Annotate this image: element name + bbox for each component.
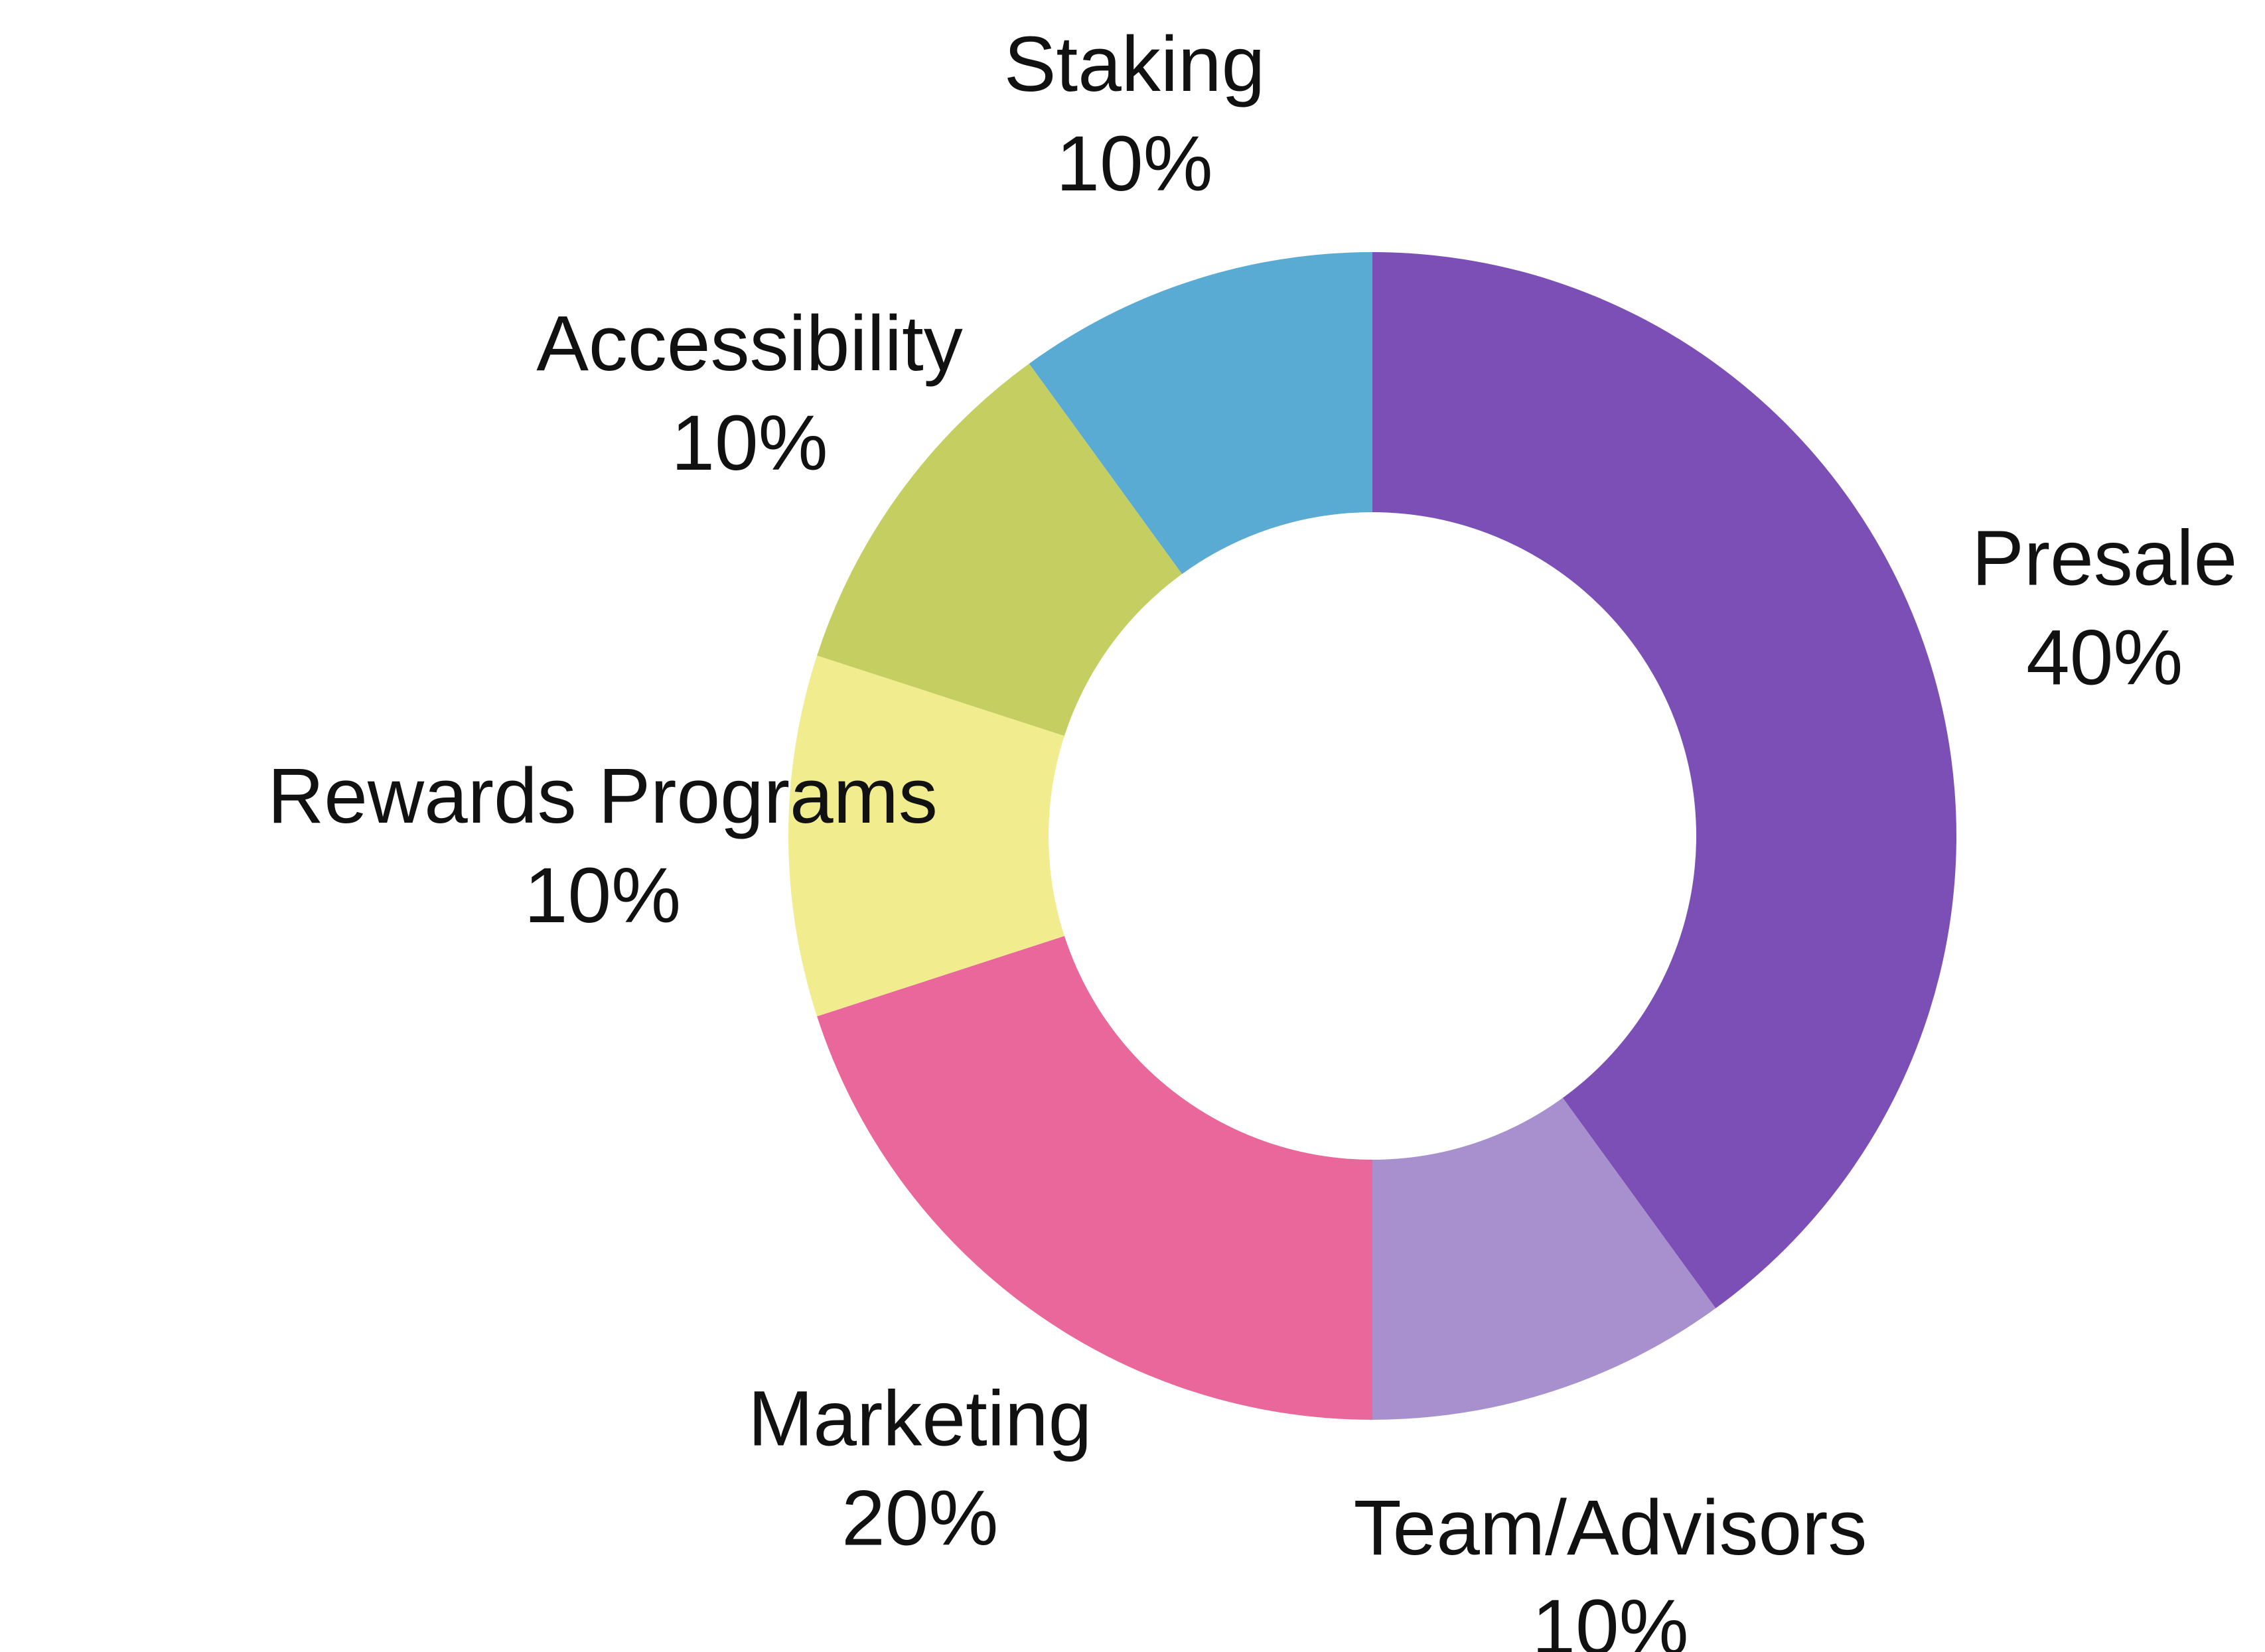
- slice-label-staking: Staking 10%: [1004, 21, 1266, 208]
- slice-label-accessibility: Accessibility 10%: [536, 300, 963, 487]
- slice-value-accessibility: 10%: [671, 399, 828, 487]
- slice-name-accessibility: Accessibility: [536, 300, 963, 387]
- slice-name-rewards-programs: Rewards Programs: [267, 752, 938, 840]
- slice-label-marketing: Marketing 20%: [748, 1375, 1092, 1562]
- slice-value-rewards-programs: 10%: [524, 852, 681, 939]
- donut-hole: [1049, 512, 1696, 1160]
- slice-value-staking: 10%: [1056, 120, 1212, 208]
- slice-label-presale: Presale 40%: [1972, 515, 2237, 702]
- slices-layer: [788, 252, 1956, 1420]
- labels-layer: Presale 40% Team/Advisors 10% Marketing 20% Re…: [267, 21, 2237, 1652]
- slice-name-marketing: Marketing: [748, 1375, 1092, 1463]
- slice-label-rewards-programs: Rewards Programs 10%: [267, 752, 938, 939]
- slice-value-marketing: 20%: [841, 1475, 998, 1562]
- slice-name-staking: Staking: [1004, 21, 1266, 108]
- slice-name-presale: Presale: [1972, 515, 2237, 602]
- slice-value-team-advisors: 10%: [1532, 1584, 1688, 1652]
- slice-label-team-advisors: Team/Advisors 10%: [1354, 1484, 1867, 1652]
- slice-value-presale: 40%: [2026, 614, 2183, 702]
- slice-name-team-advisors: Team/Advisors: [1354, 1484, 1867, 1572]
